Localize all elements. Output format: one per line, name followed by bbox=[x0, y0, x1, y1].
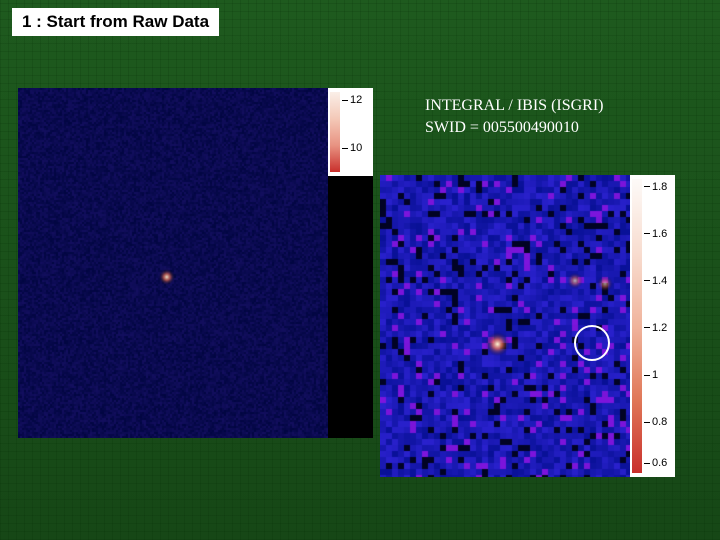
colorbar-strip-right bbox=[632, 179, 642, 473]
colorbar-tick: 1 bbox=[644, 369, 658, 381]
colorbar-tick: 1.4 bbox=[644, 275, 667, 287]
colorbar-tick: 10 bbox=[342, 142, 362, 154]
heatmap-left bbox=[18, 88, 328, 438]
colorbar-tick: 0.8 bbox=[644, 416, 667, 428]
colorbar-tick: 1.6 bbox=[644, 228, 667, 240]
source-circle-annotation bbox=[574, 325, 610, 361]
colorbar-tick: 1.2 bbox=[644, 322, 667, 334]
colorbar-tick: 12 bbox=[342, 94, 362, 106]
instrument-info: INTEGRAL / IBIS (ISGRI) SWID = 005500490… bbox=[425, 95, 604, 138]
slide-title: 1 : Start from Raw Data bbox=[12, 8, 219, 36]
raw-data-image-left: 12 10 bbox=[18, 88, 373, 438]
raw-data-image-right: 1.8 1.6 1.4 1.2 1 0.8 0.6 bbox=[380, 175, 675, 477]
colorbar-right: 1.8 1.6 1.4 1.2 1 0.8 0.6 bbox=[630, 175, 675, 477]
colorbar-strip-left bbox=[330, 92, 340, 172]
info-line-1: INTEGRAL / IBIS (ISGRI) bbox=[425, 95, 604, 117]
info-line-2: SWID = 005500490010 bbox=[425, 117, 604, 139]
colorbar-tick: 0.6 bbox=[644, 457, 667, 469]
colorbar-left: 12 10 bbox=[328, 88, 373, 176]
colorbar-tick: 1.8 bbox=[644, 181, 667, 193]
